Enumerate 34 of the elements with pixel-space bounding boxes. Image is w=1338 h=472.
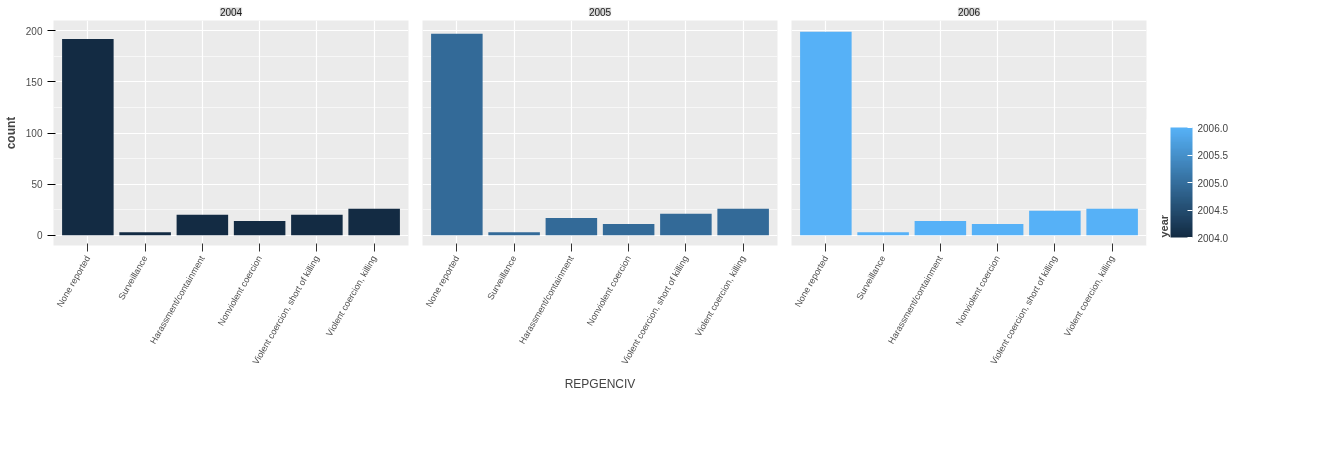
bar bbox=[602, 224, 655, 236]
bar bbox=[1029, 210, 1081, 236]
y-tick-label: 150 bbox=[25, 76, 43, 88]
chart-title: 2006 bbox=[957, 6, 981, 18]
color-bar-label: 2004.5 bbox=[1197, 205, 1229, 216]
color-bar-label: 2005.0 bbox=[1197, 177, 1229, 189]
bar bbox=[914, 220, 967, 236]
bar bbox=[291, 214, 343, 236]
bar bbox=[431, 33, 483, 236]
bar bbox=[119, 232, 171, 236]
color-bar-label: 2005.5 bbox=[1197, 150, 1229, 161]
y-tick-label: 200 bbox=[25, 25, 43, 37]
y-tick-label: 100 bbox=[25, 128, 43, 139]
color-bar-label: 2006.0 bbox=[1197, 122, 1229, 134]
bar bbox=[1086, 208, 1138, 236]
bar bbox=[545, 217, 598, 236]
x-axis-title: REPGENCIV bbox=[564, 376, 636, 391]
bar bbox=[800, 31, 852, 236]
bar bbox=[488, 232, 540, 236]
bar bbox=[176, 214, 229, 236]
bar bbox=[62, 38, 114, 236]
bar bbox=[348, 208, 400, 236]
bar bbox=[717, 208, 769, 236]
chart-title: 2005 bbox=[588, 6, 612, 18]
color-bar-label: 2004.0 bbox=[1197, 232, 1229, 244]
bar bbox=[233, 220, 286, 236]
bar bbox=[857, 232, 909, 236]
y-tick-label: 50 bbox=[31, 179, 43, 191]
chart-title: 2004 bbox=[219, 6, 243, 18]
bar bbox=[660, 213, 712, 236]
y-axis-title: count bbox=[3, 116, 18, 150]
bar bbox=[971, 224, 1024, 236]
color-bar-title: year bbox=[1157, 214, 1170, 238]
y-tick-label: 0 bbox=[36, 230, 43, 242]
